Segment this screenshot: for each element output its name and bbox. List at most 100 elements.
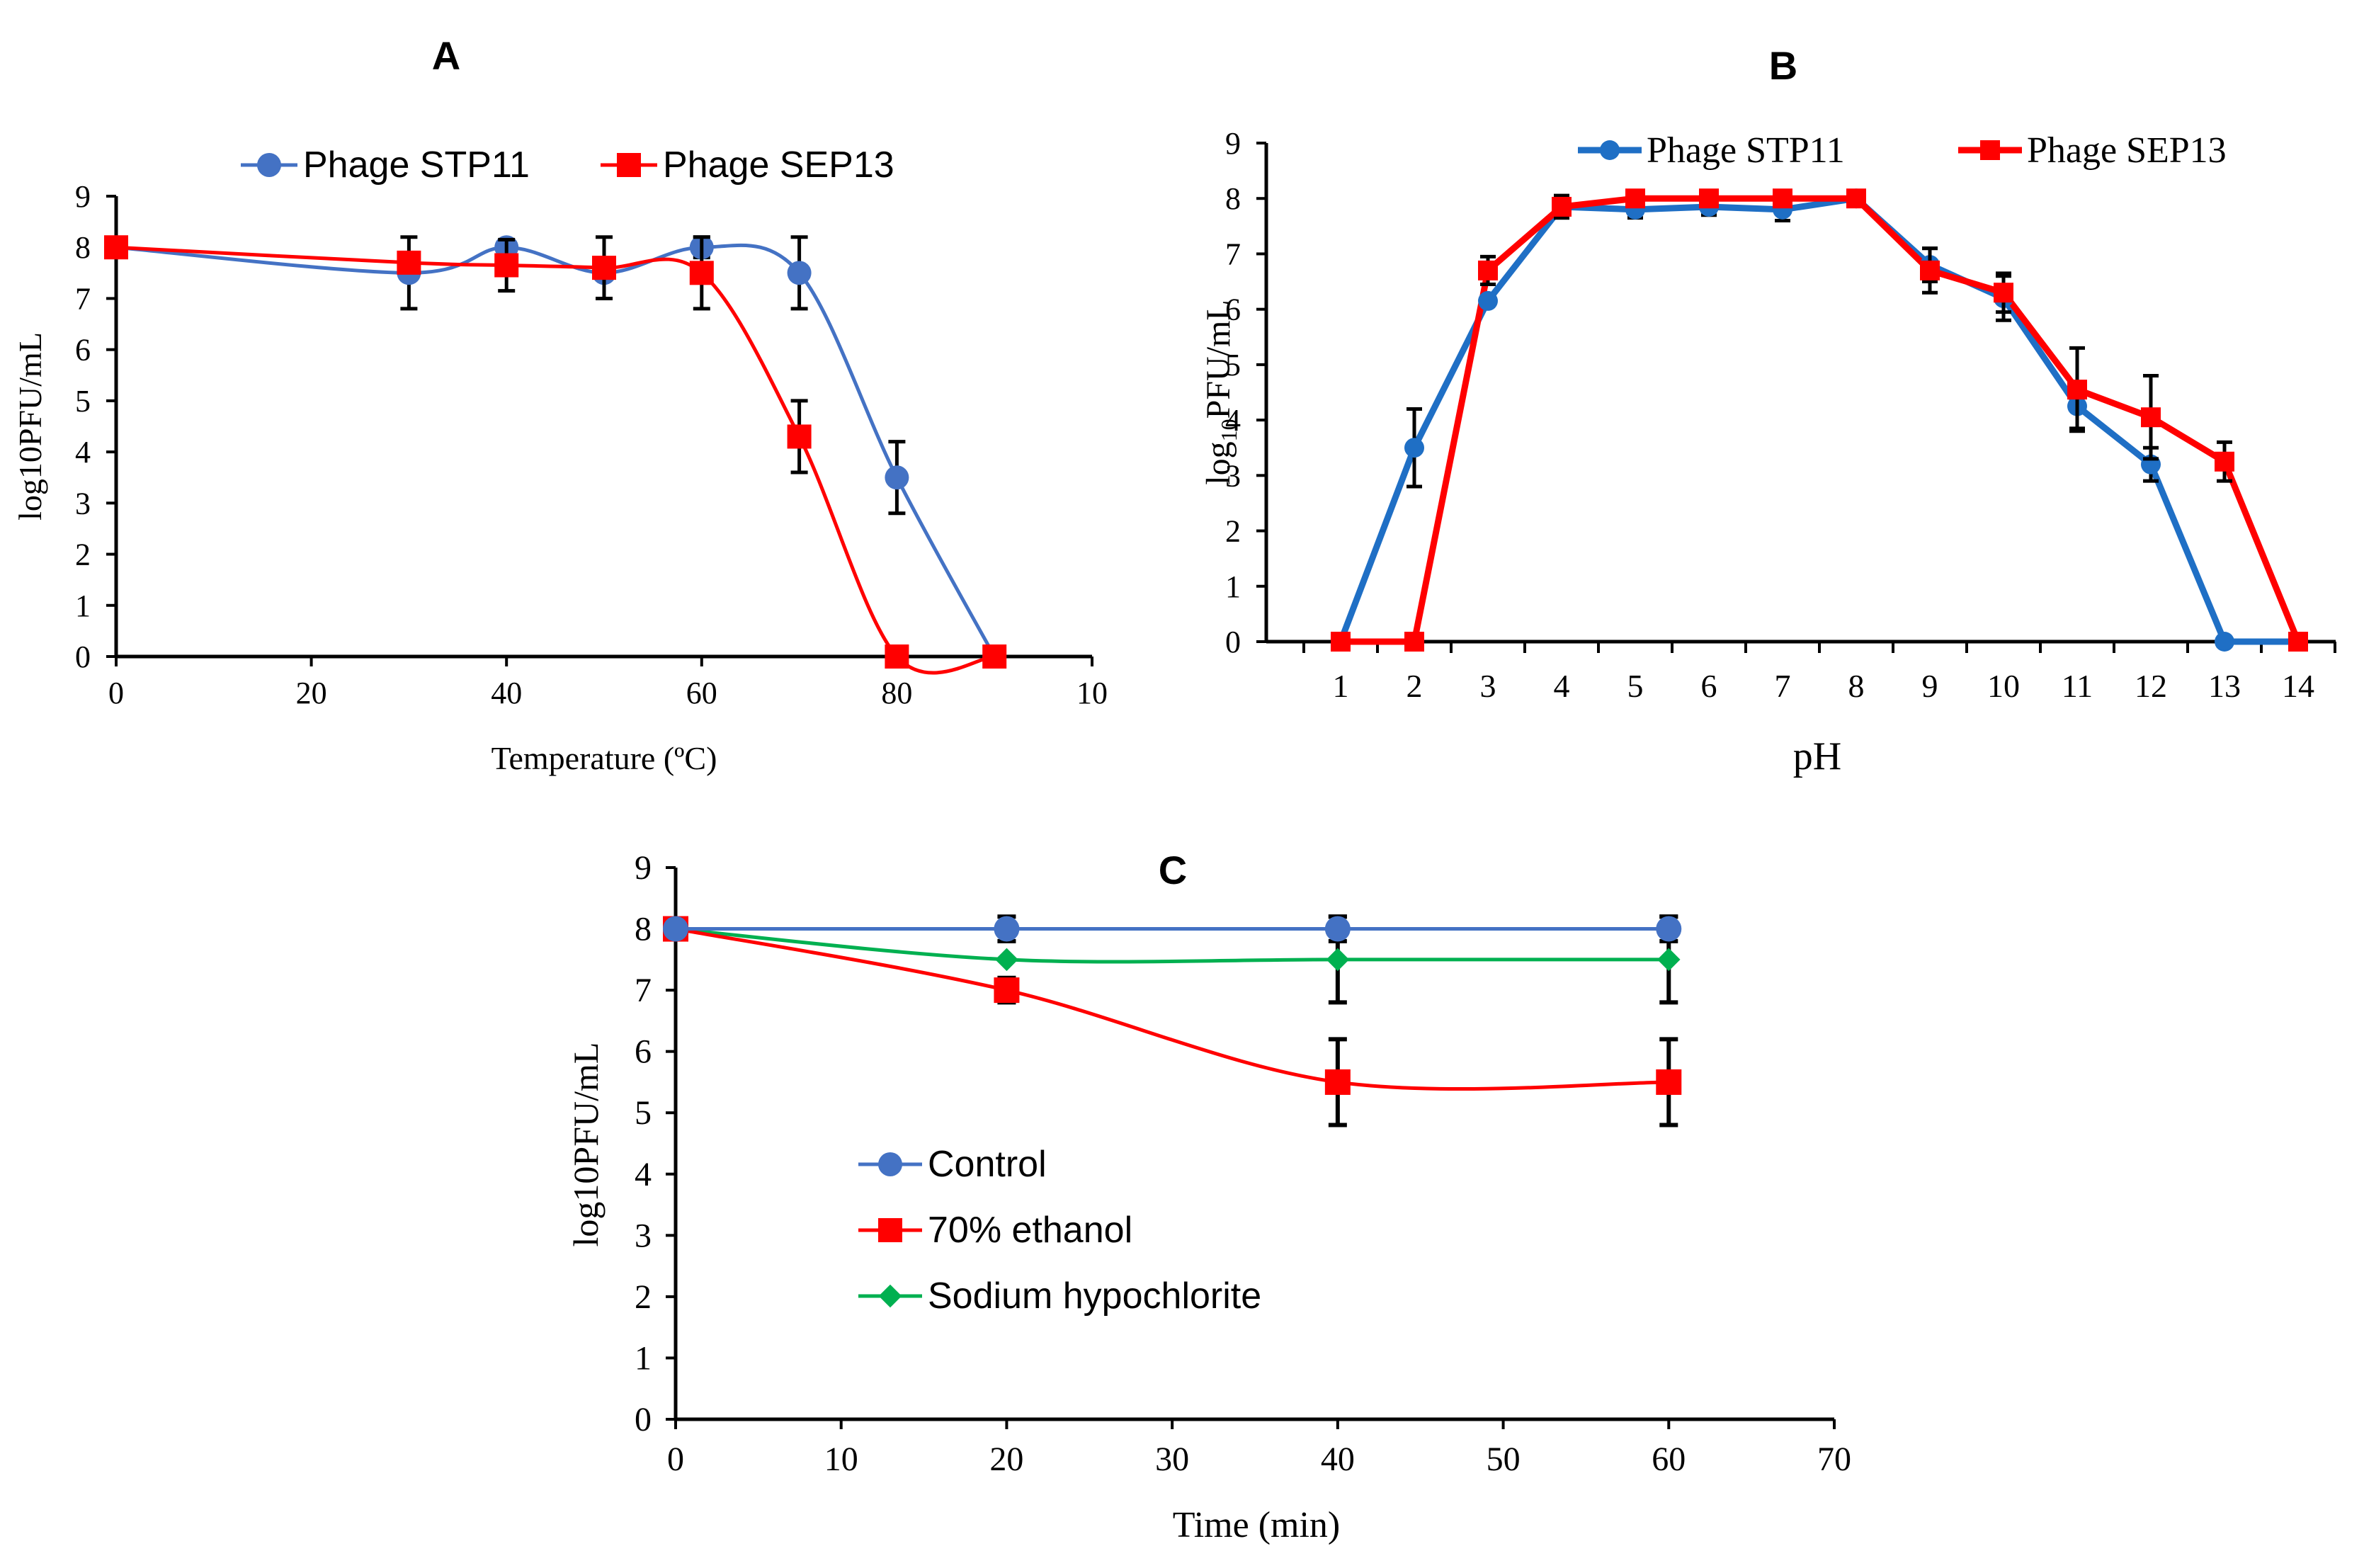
series-line bbox=[115, 245, 995, 675]
y-tick-label: 5 bbox=[635, 1094, 652, 1132]
x-tick-label: 80 bbox=[881, 676, 912, 710]
data-point bbox=[787, 261, 812, 285]
markers-stp11 bbox=[104, 235, 1007, 669]
panel-c: C 0 1 2 3 4 5 6 7 8 9 0 10 20 30 40 50 60 70 Time (min) log1… bbox=[566, 848, 1851, 1545]
legend-item: Phage SEP13 bbox=[601, 144, 894, 186]
series-line bbox=[1337, 195, 2298, 645]
y-tick-label: 3 bbox=[75, 486, 91, 521]
y-tick-label: 7 bbox=[635, 972, 652, 1009]
x-tick-label: 60 bbox=[686, 676, 717, 710]
y-tick-label: 4 bbox=[75, 435, 91, 470]
legend-marker bbox=[1600, 140, 1620, 160]
data-point bbox=[1846, 188, 1866, 209]
y-tick-label: 0 bbox=[635, 1401, 652, 1438]
y-tick-label: 0 bbox=[75, 640, 91, 674]
x-tick-label: 30 bbox=[1155, 1441, 1189, 1478]
data-point bbox=[1920, 260, 1940, 280]
data-point bbox=[1699, 188, 1719, 209]
y-tick-label: 9 bbox=[75, 179, 91, 214]
legend-label: Phage SEP13 bbox=[2027, 130, 2227, 171]
x-tick-label: 50 bbox=[1487, 1441, 1521, 1478]
markers-70-ethanol bbox=[663, 916, 1682, 1127]
data-point bbox=[1552, 196, 1572, 217]
data-point bbox=[2141, 407, 2161, 428]
data-point bbox=[689, 261, 714, 285]
x-tick-label: 0 bbox=[108, 676, 124, 710]
x-tick-label: 4 bbox=[1554, 668, 1570, 704]
y-tick-label: 1 bbox=[635, 1339, 652, 1377]
x-tick-label: 0 bbox=[667, 1441, 684, 1478]
x-axis-title: Time (min) bbox=[1173, 1505, 1340, 1545]
y-tick-label: 2 bbox=[1225, 514, 1241, 549]
legend-label: Phage STP11 bbox=[1647, 130, 1845, 171]
y-tick-label: 7 bbox=[75, 281, 91, 316]
legend-label: Phage SEP13 bbox=[663, 144, 894, 186]
y-tick-label: 9 bbox=[1225, 126, 1241, 161]
data-point bbox=[1478, 290, 1498, 311]
legend-marker bbox=[878, 1218, 902, 1242]
data-point bbox=[787, 424, 812, 449]
x-tick-label: 12 bbox=[2135, 668, 2167, 704]
data-point bbox=[1404, 632, 1424, 652]
y-axis-title: log10PFU/mL bbox=[1200, 300, 1241, 484]
data-point bbox=[995, 948, 1018, 972]
legend-item: Control bbox=[858, 1144, 1047, 1185]
markers-control bbox=[663, 914, 1682, 943]
legend-label: 70% ethanol bbox=[928, 1210, 1132, 1251]
y-axis-title: log10PFU/mL bbox=[12, 332, 48, 521]
legend-marker bbox=[878, 1284, 902, 1308]
y-tick-label: 6 bbox=[1225, 292, 1241, 327]
y-tick-label: 2 bbox=[75, 538, 91, 572]
data-point bbox=[2288, 632, 2308, 652]
x-tick-label: 2 bbox=[1407, 668, 1423, 704]
data-point bbox=[1326, 948, 1350, 972]
data-point bbox=[1478, 260, 1498, 280]
data-point bbox=[397, 250, 421, 275]
legend-item: Sodium hypochlorite bbox=[858, 1276, 1261, 1317]
x-tick-label: 60 bbox=[1652, 1441, 1686, 1478]
y-tick-label: 8 bbox=[635, 911, 652, 948]
data-point bbox=[1994, 283, 2013, 303]
x-tick-label: 3 bbox=[1480, 668, 1496, 704]
data-point bbox=[1331, 632, 1351, 652]
y-tick-label: 8 bbox=[75, 230, 91, 265]
x-axis-title: Temperature (ºC) bbox=[491, 740, 717, 776]
legend-item: 70% ethanol bbox=[858, 1210, 1132, 1251]
y-tick-label: 1 bbox=[75, 589, 91, 623]
x-tick-label: 40 bbox=[491, 676, 522, 710]
x-tick-label: 5 bbox=[1627, 668, 1644, 704]
panel-a: A 0 1 2 3 4 5 6 7 8 9 0 20 40 60 80 10 Temperature (ºC) lo… bbox=[12, 33, 1108, 776]
x-tick-label: 1 bbox=[1333, 668, 1349, 704]
legend-item: Phage SEP13 bbox=[1958, 130, 2227, 171]
panel-label: B bbox=[1769, 43, 1797, 88]
legend-label: Sodium hypochlorite bbox=[928, 1276, 1261, 1317]
data-point bbox=[104, 235, 128, 260]
y-tick-label: 3 bbox=[635, 1217, 652, 1254]
y-tick-label: 1 bbox=[1225, 569, 1241, 604]
x-tick-label: 40 bbox=[1321, 1441, 1355, 1478]
x-tick-label: 20 bbox=[296, 676, 327, 710]
data-point bbox=[1656, 1069, 1682, 1095]
legend-item: Phage STP11 bbox=[1578, 130, 1845, 171]
y-tick-label: 5 bbox=[75, 384, 91, 419]
legend-item: Phage STP11 bbox=[241, 144, 530, 186]
y-tick-label: 6 bbox=[75, 333, 91, 368]
markers-sep13 bbox=[1331, 188, 2308, 652]
x-tick-label: 10 bbox=[1987, 668, 2020, 704]
x-tick-label: 7 bbox=[1775, 668, 1791, 704]
series-line bbox=[675, 927, 1669, 964]
x-tick-label: 8 bbox=[1848, 668, 1865, 704]
x-axis-title: pH bbox=[1793, 734, 1841, 778]
data-point bbox=[982, 644, 1007, 669]
series-sep13 bbox=[1341, 195, 2302, 645]
data-point bbox=[1324, 916, 1351, 942]
legend: Control 70% ethanol Sodium hypochlorite bbox=[858, 1144, 1261, 1317]
legend-marker bbox=[617, 153, 641, 177]
x-tick-label: 10 bbox=[1076, 676, 1108, 710]
series-70-ethanol bbox=[675, 927, 1669, 1091]
series-line bbox=[675, 927, 1669, 1091]
panel-label: A bbox=[432, 33, 460, 78]
y-tick-label: 8 bbox=[1225, 181, 1241, 216]
x-tick-label: 9 bbox=[1922, 668, 1938, 704]
